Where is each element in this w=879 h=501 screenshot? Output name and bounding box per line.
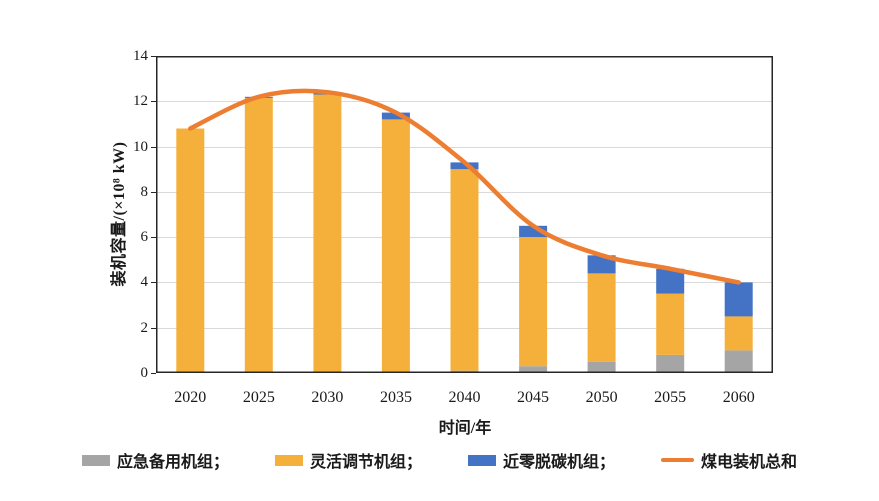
bar-segment (724, 316, 753, 351)
legend-label: 应急备用机组； (116, 454, 229, 471)
x-tick-label: 2035 (379, 389, 412, 406)
legend-item-near-zero-decarbon: 近零脱碳机组； (468, 448, 615, 472)
gray-swatch-icon (81, 454, 110, 466)
bar-segment (587, 255, 616, 274)
y-tick-label: 12 (133, 93, 148, 110)
x-tick-label: 2020 (174, 389, 207, 406)
bar-segment (724, 350, 753, 373)
bar-segment (313, 94, 342, 373)
y-tick-label: 4 (140, 274, 149, 291)
bar-segment (656, 354, 685, 373)
legend-item-coal-total-line: 煤电装机总和 (661, 448, 797, 472)
x-tick-label: 2040 (448, 389, 481, 406)
bar-segment (176, 128, 205, 373)
x-axis-title: 时间/年 (438, 420, 492, 437)
bar-segment (519, 237, 548, 367)
bar-segment (519, 225, 548, 238)
y-tick-label: 8 (140, 183, 149, 200)
x-tick-label: 2030 (311, 389, 344, 406)
plot-area (151, 56, 773, 374)
x-tick-label: 2025 (242, 389, 275, 406)
legend-item-emergency-backup: 应急备用机组； (81, 448, 229, 472)
legend-item-flexible-regulation: 灵活调节机组； (274, 448, 422, 472)
y-tick-label: 6 (140, 229, 149, 246)
bar-segment (450, 169, 479, 371)
total-line (188, 88, 741, 285)
y-axis-title: 装机容量/(×10⁸ kW) (111, 141, 128, 287)
bar-segment (587, 273, 616, 362)
bar-segment (381, 119, 410, 374)
bar-segment (450, 162, 479, 170)
x-tick-label: 2050 (585, 389, 618, 406)
x-tick-label: 2055 (654, 389, 687, 406)
bar-segment (587, 361, 616, 373)
bar-segment (724, 282, 753, 317)
orange-line-swatch-icon (661, 458, 695, 462)
bar-segment (381, 112, 410, 120)
bar-segment (656, 293, 685, 355)
bar-segment (244, 97, 273, 374)
legend-label: 煤电装机总和 (701, 454, 798, 471)
y-tick-label: 10 (133, 138, 148, 155)
legend-label: 近零脱碳机组； (503, 454, 616, 471)
yellow-swatch-icon (274, 454, 303, 466)
y-tick-label: 14 (133, 48, 148, 64)
x-tick-label: 2060 (722, 389, 755, 406)
plot-border (156, 56, 773, 373)
x-tick-label: 2045 (517, 389, 550, 406)
blue-swatch-icon (468, 454, 496, 466)
y-tick-label: 0 (140, 365, 149, 381)
bar-segment (519, 366, 548, 373)
legend: 应急备用机组； 灵活调节机组； 近零脱碳机组； 煤电装机总和 (0, 448, 879, 472)
y-tick-label: 2 (140, 319, 149, 336)
legend-label: 灵活调节机组； (309, 454, 422, 471)
